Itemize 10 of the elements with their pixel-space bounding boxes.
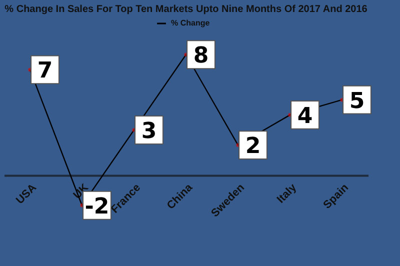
- data-label: 3: [141, 119, 157, 144]
- data-label: 2: [245, 134, 261, 160]
- data-label: 8: [193, 44, 209, 69]
- data-label: 4: [297, 104, 313, 129]
- chart-title: % Change In Sales For Top Ten Markets Upto Nine Months Of 2017 And 2016: [4, 4, 368, 15]
- data-label: 7: [37, 58, 53, 84]
- data-label: -2: [84, 194, 110, 220]
- legend-label: % Change: [171, 18, 210, 28]
- x-tick-label: USA: [14, 182, 40, 207]
- data-label: 5: [349, 88, 365, 114]
